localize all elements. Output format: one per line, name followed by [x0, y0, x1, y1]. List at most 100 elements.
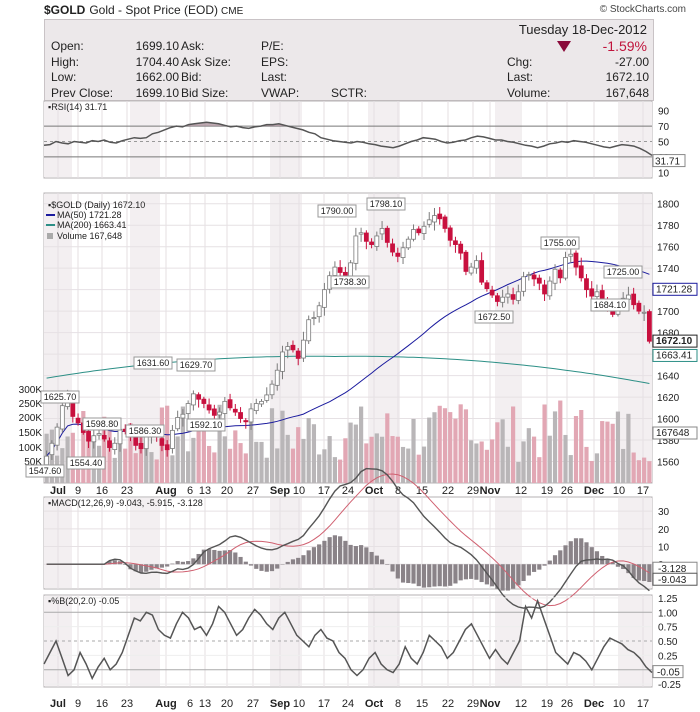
- volume-bar: [332, 457, 337, 483]
- candle-body: [227, 399, 233, 409]
- volume-bar: [547, 435, 552, 483]
- volume-bar: [610, 423, 615, 483]
- pctb-panel-shade-band: [620, 596, 652, 686]
- macd-histogram-bar: [463, 564, 469, 580]
- candle-body: [96, 433, 102, 436]
- x-axis-label-bottom: 24: [342, 698, 354, 710]
- volume-bar: [75, 457, 81, 483]
- price-tick-label: 1760: [657, 243, 680, 254]
- price-annotation-box: [40, 390, 80, 404]
- x-axis-label-bottom: 15: [416, 698, 428, 710]
- volume-bar: [343, 438, 348, 483]
- candle-body: [159, 438, 165, 446]
- volume-bar: [615, 411, 621, 483]
- volume-badge: 167648: [656, 428, 690, 439]
- candle-body: [117, 428, 123, 445]
- price-legend-main: ▪$GOLD (Daily) 1672.10: [48, 200, 145, 210]
- volume-bar: [636, 460, 641, 483]
- macd-last-value: -9.043: [658, 575, 687, 586]
- candle-body: [107, 440, 112, 448]
- volume-bar: [338, 459, 343, 483]
- price-annotation-box: [603, 265, 643, 279]
- volume-bar: [647, 461, 652, 483]
- x-axis-label-bottom: 10: [293, 698, 305, 710]
- ma50-badge-box: [652, 282, 698, 296]
- x-axis-label: 22: [442, 485, 454, 497]
- x-axis-label: 29: [467, 485, 479, 497]
- price-tick-label: 1560: [657, 458, 680, 469]
- volume-bar: [212, 452, 217, 483]
- volume-bar: [117, 433, 123, 483]
- volume-bar: [374, 433, 379, 483]
- source-credit[interactable]: © StockCharts.com: [599, 4, 686, 15]
- volume-bar: [311, 424, 317, 483]
- vwap-label: VWAP:: [261, 86, 300, 100]
- x-axis-label: Oct: [365, 485, 384, 497]
- candle-body: [589, 288, 595, 297]
- prev-close-value: 1699.10: [135, 86, 179, 100]
- candle-body: [138, 443, 144, 450]
- macd-histogram-bar: [563, 545, 568, 565]
- volume-bar: [133, 453, 138, 483]
- macd-histogram-bar: [264, 564, 269, 572]
- price-tick-label: 1620: [657, 393, 680, 404]
- volume-bar: [484, 449, 489, 483]
- macd-histogram-bar: [647, 564, 652, 582]
- volume-bar: [353, 424, 358, 483]
- macd-histogram-bar: [275, 564, 280, 569]
- candle-body: [180, 413, 186, 419]
- volume-bar: [364, 443, 369, 483]
- macd-histogram-bar: [207, 549, 212, 565]
- candle-body: [416, 228, 422, 234]
- macd-histogram-bar: [579, 538, 584, 565]
- x-axis-label-bottom: 17: [637, 698, 649, 710]
- macd-histogram-bar: [610, 562, 615, 565]
- candle-body: [395, 252, 401, 257]
- volume-bar: [448, 412, 453, 483]
- x-axis-label-bottom: Oct: [365, 698, 384, 710]
- macd-histogram-bar: [437, 564, 442, 587]
- macd-histogram-bar: [526, 564, 531, 576]
- candle-body: [316, 305, 322, 318]
- price-tick-label: 1700: [657, 307, 680, 318]
- x-axis-label: 24: [342, 485, 354, 497]
- candle-body: [458, 243, 464, 254]
- x-axis-label: 17: [637, 485, 649, 497]
- ask-label: Ask:: [181, 39, 205, 53]
- macd-histogram-bar: [290, 559, 296, 565]
- x-axis-label-bottom: 23: [121, 698, 133, 710]
- candle-body: [379, 228, 385, 235]
- price-annotation: 1586.30: [129, 426, 162, 436]
- macd-histogram-bar: [133, 564, 138, 572]
- x-axis-label-bottom: 13: [199, 698, 211, 710]
- last-price-label: Last:: [507, 70, 534, 84]
- candle-body: [353, 235, 359, 264]
- volume-bar: [563, 434, 568, 483]
- open-value: 1699.10: [135, 39, 179, 53]
- macd-histogram-bar: [552, 555, 558, 565]
- candle-body: [594, 291, 600, 298]
- macd-histogram-bar: [547, 560, 552, 565]
- x-axis-label-bottom: Dec: [584, 698, 604, 710]
- x-axis-label: Jul: [50, 485, 66, 497]
- price-annotation-box: [474, 310, 514, 324]
- volume-bar: [390, 436, 395, 483]
- price-annotation-box: [317, 204, 357, 218]
- candle-body: [206, 404, 212, 411]
- macd-histogram-bar: [531, 564, 537, 572]
- x-axis-label-bottom: 29: [467, 698, 479, 710]
- pctb-last-value: -0.05: [657, 668, 680, 679]
- macd-histogram-bar: [505, 564, 510, 591]
- price-tick-label: 1640: [657, 372, 680, 383]
- macd-histogram-bar: [400, 564, 406, 583]
- macd-histogram-bar: [112, 560, 117, 565]
- candle-body: [164, 444, 170, 451]
- x-axis-label: 10: [293, 485, 305, 497]
- macd-histogram-bar: [615, 564, 621, 567]
- volume-bar: [322, 449, 327, 483]
- candle-body: [269, 383, 275, 396]
- price-annotation-box: [125, 424, 165, 438]
- x-axis-label-bottom: 27: [247, 698, 259, 710]
- macd-histogram-bar: [254, 564, 259, 569]
- x-axis-label-bottom: 17: [318, 698, 330, 710]
